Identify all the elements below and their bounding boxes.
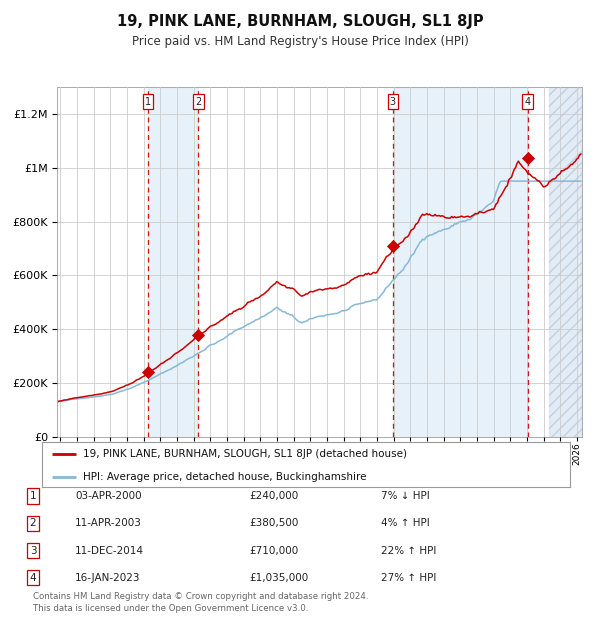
Text: £710,000: £710,000 bbox=[249, 546, 298, 556]
Text: 27% ↑ HPI: 27% ↑ HPI bbox=[381, 573, 436, 583]
Bar bbox=[548, 87, 582, 437]
Bar bbox=[393, 87, 527, 437]
Text: £380,500: £380,500 bbox=[249, 518, 298, 528]
Text: £1,035,000: £1,035,000 bbox=[249, 573, 308, 583]
Text: 4: 4 bbox=[29, 573, 37, 583]
Text: 4: 4 bbox=[524, 97, 531, 107]
Bar bbox=[148, 87, 199, 437]
Point bbox=[523, 153, 532, 163]
Point bbox=[143, 368, 152, 378]
Text: Price paid vs. HM Land Registry's House Price Index (HPI): Price paid vs. HM Land Registry's House … bbox=[131, 35, 469, 48]
Bar bbox=[548, 87, 582, 437]
Text: 3: 3 bbox=[390, 97, 396, 107]
Text: 7% ↓ HPI: 7% ↓ HPI bbox=[381, 491, 430, 501]
Text: 3: 3 bbox=[29, 546, 37, 556]
Text: 19, PINK LANE, BURNHAM, SLOUGH, SL1 8JP (detached house): 19, PINK LANE, BURNHAM, SLOUGH, SL1 8JP … bbox=[83, 449, 407, 459]
Text: 22% ↑ HPI: 22% ↑ HPI bbox=[381, 546, 436, 556]
Text: Contains HM Land Registry data © Crown copyright and database right 2024.
This d: Contains HM Land Registry data © Crown c… bbox=[33, 591, 368, 613]
Text: HPI: Average price, detached house, Buckinghamshire: HPI: Average price, detached house, Buck… bbox=[83, 472, 367, 482]
Text: 2: 2 bbox=[29, 518, 37, 528]
Point bbox=[388, 241, 398, 250]
Text: 19, PINK LANE, BURNHAM, SLOUGH, SL1 8JP: 19, PINK LANE, BURNHAM, SLOUGH, SL1 8JP bbox=[116, 14, 484, 29]
Text: 03-APR-2000: 03-APR-2000 bbox=[75, 491, 142, 501]
Text: 11-DEC-2014: 11-DEC-2014 bbox=[75, 546, 144, 556]
Text: 4% ↑ HPI: 4% ↑ HPI bbox=[381, 518, 430, 528]
Point bbox=[194, 330, 203, 340]
Text: 16-JAN-2023: 16-JAN-2023 bbox=[75, 573, 140, 583]
Text: 1: 1 bbox=[145, 97, 151, 107]
Text: £240,000: £240,000 bbox=[249, 491, 298, 501]
Text: 2: 2 bbox=[195, 97, 202, 107]
Text: 11-APR-2003: 11-APR-2003 bbox=[75, 518, 142, 528]
Text: 1: 1 bbox=[29, 491, 37, 501]
